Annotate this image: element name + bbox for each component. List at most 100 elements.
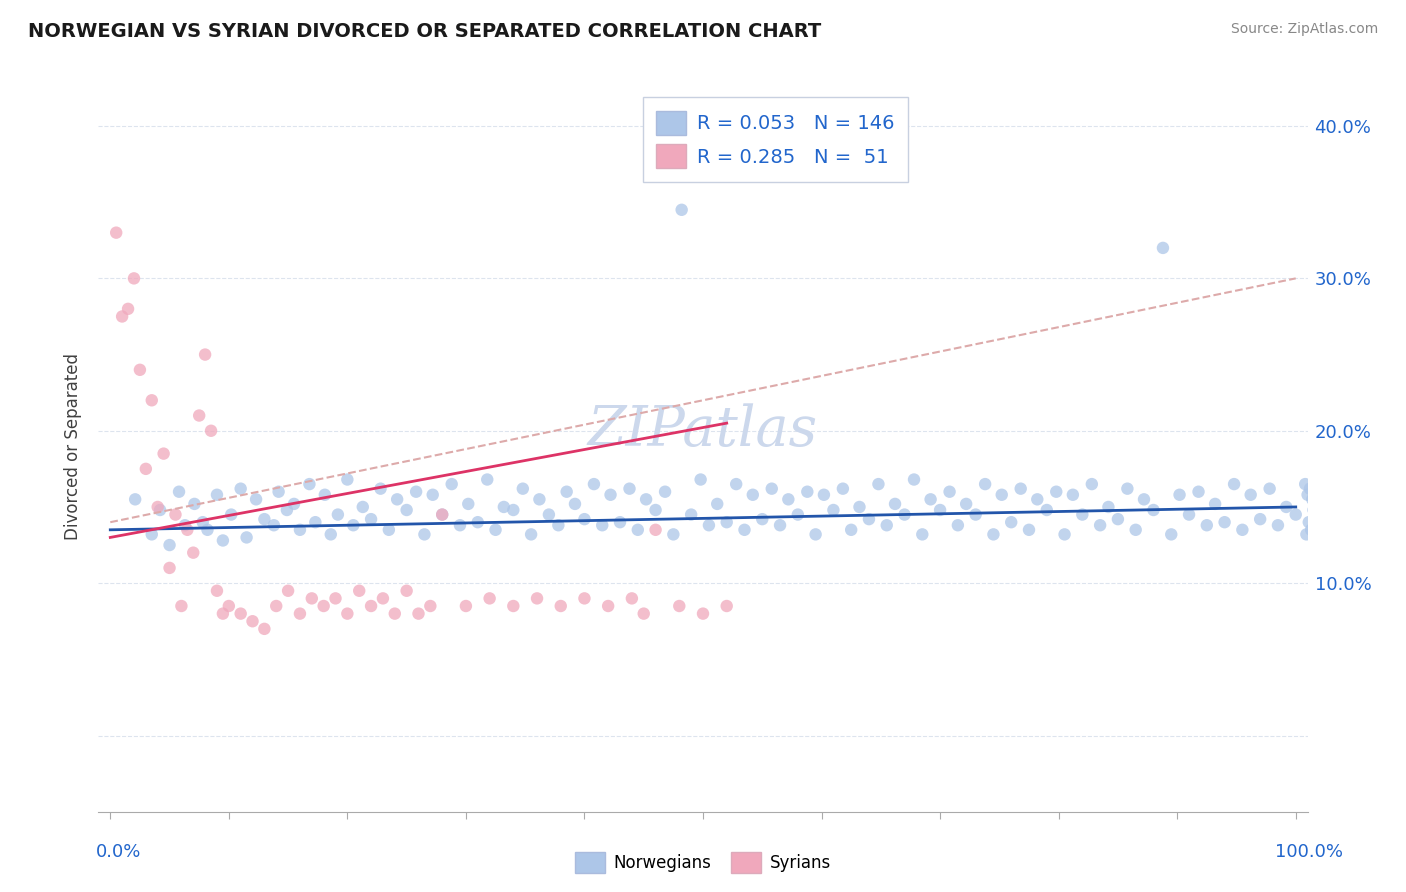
Point <box>176 523 198 537</box>
Point <box>267 484 290 499</box>
Point <box>277 583 299 598</box>
Point <box>884 497 907 511</box>
Point <box>1305 527 1327 541</box>
Point <box>449 518 471 533</box>
Point <box>336 473 359 487</box>
Point <box>141 527 163 541</box>
Point <box>689 473 711 487</box>
Point <box>1249 512 1271 526</box>
Point <box>1295 527 1317 541</box>
Point <box>183 497 205 511</box>
Point <box>990 488 1012 502</box>
Point <box>778 492 800 507</box>
Point <box>205 583 228 598</box>
Point <box>831 482 853 496</box>
Point <box>395 583 418 598</box>
Point <box>1088 518 1111 533</box>
Point <box>1133 492 1156 507</box>
Point <box>422 488 444 502</box>
Point <box>378 523 401 537</box>
Point <box>319 527 342 541</box>
Point <box>205 488 228 502</box>
Point <box>352 500 374 514</box>
Point <box>671 202 693 217</box>
Point <box>502 599 524 613</box>
Point <box>555 484 578 499</box>
Point <box>301 591 323 606</box>
Point <box>609 515 631 529</box>
Point <box>761 482 783 496</box>
Point <box>662 527 685 541</box>
Point <box>848 500 870 514</box>
Point <box>529 492 551 507</box>
Point <box>526 591 548 606</box>
Point <box>117 301 139 316</box>
Point <box>796 484 818 499</box>
Y-axis label: Divorced or Separated: Divorced or Separated <box>65 352 83 540</box>
Point <box>550 599 572 613</box>
Point <box>1232 523 1254 537</box>
Point <box>1160 527 1182 541</box>
Point <box>1187 484 1209 499</box>
Point <box>1296 488 1319 502</box>
Point <box>668 599 690 613</box>
Point <box>253 622 276 636</box>
Point <box>170 599 193 613</box>
Point <box>105 226 128 240</box>
Point <box>152 447 174 461</box>
Point <box>1116 482 1139 496</box>
Point <box>124 492 146 507</box>
Text: 0.0%: 0.0% <box>96 843 141 861</box>
Point <box>288 523 311 537</box>
Point <box>194 348 217 362</box>
Point <box>574 591 596 606</box>
Point <box>644 503 666 517</box>
Point <box>903 473 925 487</box>
Text: 100.0%: 100.0% <box>1275 843 1343 861</box>
Point <box>1204 497 1226 511</box>
Point <box>276 503 298 517</box>
Point <box>325 591 347 606</box>
Legend: Norwegians, Syrians: Norwegians, Syrians <box>568 846 838 880</box>
Point <box>326 508 349 522</box>
Point <box>813 488 835 502</box>
Point <box>804 527 827 541</box>
Point <box>478 591 501 606</box>
Point <box>876 518 898 533</box>
Point <box>1178 508 1201 522</box>
Point <box>1018 523 1040 537</box>
Point <box>304 515 326 529</box>
Point <box>716 599 738 613</box>
Point <box>786 508 808 522</box>
Point <box>633 607 655 621</box>
Point <box>212 607 235 621</box>
Point <box>477 473 499 487</box>
Point <box>946 518 969 533</box>
Point <box>751 512 773 526</box>
Point <box>264 599 287 613</box>
Point <box>965 508 987 522</box>
Point <box>312 599 335 613</box>
Point <box>197 523 219 537</box>
Point <box>1062 488 1084 502</box>
Point <box>191 515 214 529</box>
Point <box>1053 527 1076 541</box>
Point <box>1303 484 1326 499</box>
Point <box>692 607 714 621</box>
Point <box>769 518 792 533</box>
Point <box>520 527 543 541</box>
Point <box>502 503 524 517</box>
Point <box>741 488 763 502</box>
Point <box>235 530 257 544</box>
Point <box>1195 518 1218 533</box>
Point <box>1275 500 1298 514</box>
Point <box>858 512 880 526</box>
Point <box>492 500 515 514</box>
Point <box>1010 482 1032 496</box>
Point <box>336 607 359 621</box>
Point <box>1125 523 1147 537</box>
Point <box>1071 508 1094 522</box>
Point <box>159 538 181 552</box>
Point <box>706 497 728 511</box>
Point <box>212 533 235 548</box>
